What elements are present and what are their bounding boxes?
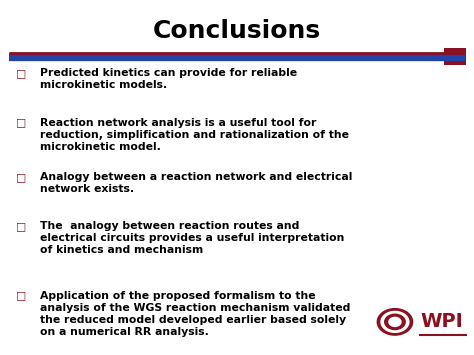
Text: Conclusions: Conclusions [153, 19, 321, 43]
FancyBboxPatch shape [444, 48, 465, 65]
Text: □: □ [16, 221, 27, 231]
Text: □: □ [16, 172, 27, 182]
Text: □: □ [16, 68, 27, 78]
Text: □: □ [16, 118, 27, 128]
Circle shape [389, 317, 401, 326]
Text: □: □ [16, 290, 27, 301]
Text: Application of the proposed formalism to the
analysis of the WGS reaction mechan: Application of the proposed formalism to… [39, 290, 350, 337]
Text: Reaction network analysis is a useful tool for
reduction, simplification and rat: Reaction network analysis is a useful to… [39, 118, 348, 152]
Circle shape [385, 314, 405, 329]
Text: WPI: WPI [420, 312, 463, 331]
Text: Analogy between a reaction network and electrical
network exists.: Analogy between a reaction network and e… [39, 172, 352, 194]
Text: The  analogy between reaction routes and
electrical circuits provides a useful i: The analogy between reaction routes and … [39, 221, 344, 255]
Circle shape [381, 311, 409, 332]
Circle shape [377, 308, 412, 335]
Text: Predicted kinetics can provide for reliable
microkinetic models.: Predicted kinetics can provide for relia… [39, 68, 297, 90]
